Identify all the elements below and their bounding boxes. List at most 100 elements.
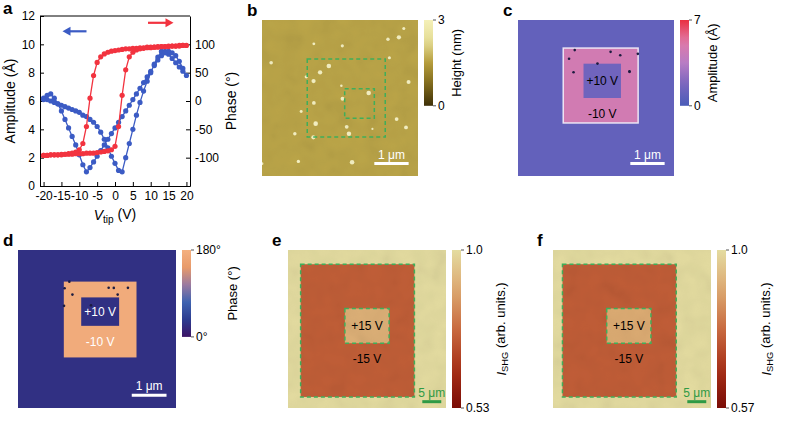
region-label: -15 V [614, 352, 643, 366]
series-marker [62, 117, 67, 122]
plot-area [41, 43, 189, 175]
series-marker [123, 155, 128, 160]
surface-defect [71, 293, 74, 296]
x-tick-label: 0 [112, 189, 119, 203]
y2-axis-line [190, 17, 191, 187]
x-axis-line [41, 186, 191, 187]
arrow-head [63, 27, 71, 36]
y-tick-mark [40, 44, 44, 45]
label-rest: (arb. units.) [493, 282, 508, 351]
series-marker [141, 80, 146, 85]
arrow-shaft [148, 22, 169, 24]
y-axis: 024681012 [22, 9, 44, 193]
label-rest: (V) [114, 206, 137, 222]
colorbar [680, 20, 689, 106]
series-marker [109, 131, 114, 136]
series-marker [127, 103, 132, 108]
scale-bar-label: 5 μm [683, 386, 710, 400]
map-image [288, 250, 446, 408]
colorbar [452, 250, 461, 408]
region-label: +10 V [586, 74, 618, 88]
series-marker [98, 54, 103, 59]
x-tick: 20 [180, 182, 194, 203]
colorbar-tick-label: 0 [438, 99, 445, 113]
series-marker [84, 169, 89, 174]
write-area-outline [307, 59, 385, 137]
scale-bar-label: 5 μm [418, 386, 445, 400]
colorbar-title: ISHG (arb. units.) [758, 282, 776, 375]
x-tick-label: -20 [35, 189, 53, 203]
map-background [262, 20, 418, 176]
y2-tick-label: 50 [195, 66, 209, 80]
map-image [18, 250, 176, 408]
series-marker [41, 97, 46, 102]
y-axis-title: Amplitude (Å) [2, 59, 18, 144]
series-marker [55, 101, 60, 106]
y-tick-label: 6 [28, 94, 35, 108]
label-subscript: SHG [765, 352, 775, 372]
series-marker [91, 120, 96, 125]
map-image [262, 20, 418, 176]
axis-arrow [148, 18, 174, 27]
colorbar-tick [191, 250, 194, 251]
surface-defect [609, 51, 612, 54]
colorbar-tick-label: 7 [694, 13, 701, 27]
map-background [553, 250, 711, 408]
x-tick-mark [169, 182, 170, 186]
plot-frame-top [40, 16, 190, 17]
y2-tick-mark [186, 158, 190, 159]
series-marker [134, 91, 139, 96]
series-marker [84, 124, 89, 129]
series-line [44, 51, 187, 171]
y-tick: 8 [28, 66, 44, 80]
x-tick: -5 [92, 182, 103, 203]
series-marker [112, 144, 117, 149]
series-marker [123, 108, 128, 113]
surface-defect [112, 287, 115, 290]
poled-region [563, 48, 638, 123]
surface-defect [628, 71, 631, 74]
series-marker [66, 125, 71, 130]
series-marker [109, 154, 114, 159]
x-tick: 0 [112, 182, 119, 203]
write-area-outline [345, 89, 375, 119]
series-marker [130, 127, 135, 132]
surface-defect [63, 305, 66, 308]
panel-f: +15 V-15 V5 μm0.571.0ISHG (arb. units.) [553, 243, 775, 415]
colorbar-tick [433, 105, 436, 106]
y2-tick-label: 100 [195, 38, 215, 52]
map-image [518, 20, 674, 176]
colorbar-tick-label: 0° [196, 330, 208, 344]
colorbar-tick [433, 20, 436, 21]
x-tick-label: 10 [145, 189, 159, 203]
figure: -20-15-10-505101520024681012-100-5005010… [0, 0, 800, 442]
colorbar-title: ISHG (arb. units.) [493, 282, 511, 375]
panel-letter: e [272, 231, 281, 250]
write-area-outline [607, 308, 651, 343]
x-tick: -20 [35, 182, 53, 203]
y-tick-label: 2 [28, 151, 35, 165]
series-marker [80, 162, 85, 167]
label-rest: (arb. units.) [758, 282, 773, 351]
region-label: +15 V [351, 319, 383, 333]
colorbar [424, 20, 433, 106]
series-marker [70, 134, 75, 139]
surface-defect [68, 280, 71, 283]
label-subscript: tip [103, 214, 114, 225]
texture [288, 250, 446, 408]
surface-defect [63, 287, 66, 290]
y-tick: 4 [28, 123, 44, 137]
scale-bar [422, 400, 441, 403]
y-tick-mark [40, 186, 44, 187]
map-background [18, 250, 176, 408]
scale-bar [630, 162, 664, 165]
series-marker [102, 142, 107, 147]
series-marker [148, 69, 153, 74]
colorbar [182, 250, 191, 337]
scale-bar-label: 1 μm [378, 148, 405, 162]
colorbar-tick [461, 408, 464, 409]
series-marker [41, 153, 46, 158]
surface-defect [572, 71, 575, 74]
y2-tick-mark [186, 101, 190, 102]
series-marker [152, 63, 157, 68]
